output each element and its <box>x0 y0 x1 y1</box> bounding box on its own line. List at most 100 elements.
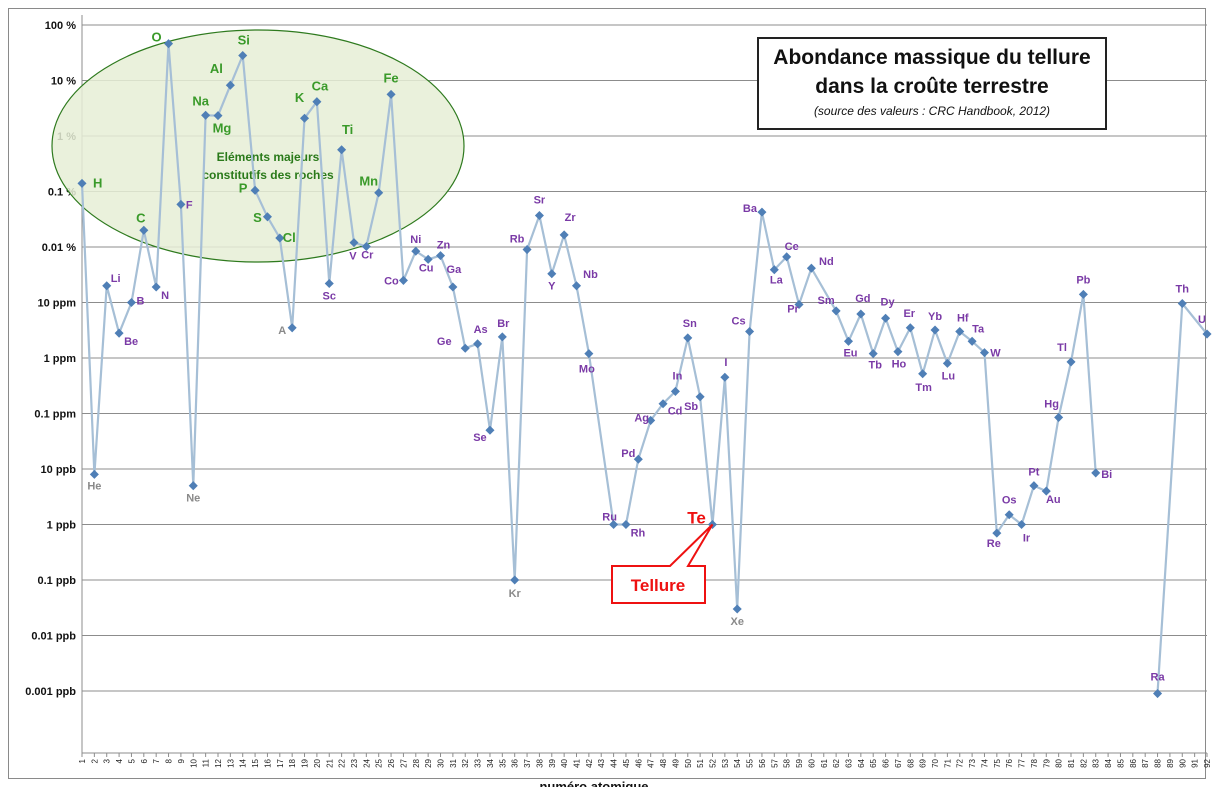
point-He: He <box>87 469 101 492</box>
label-Tl: Tl <box>1057 342 1067 354</box>
x-tick-label-65: 65 <box>869 758 878 767</box>
label-Pr: Pr <box>787 304 799 316</box>
point-Cl: Cl <box>275 230 296 245</box>
label-Br: Br <box>497 318 510 330</box>
marker-Sm <box>831 306 841 316</box>
x-tick-label-22: 22 <box>338 758 347 767</box>
point-Mo: Mo <box>579 349 595 376</box>
marker-Na <box>201 110 211 120</box>
point-Tb: Tb <box>868 349 882 372</box>
label-As: As <box>474 324 488 336</box>
x-tick-label-66: 66 <box>882 758 891 767</box>
point-W: W <box>979 348 1001 360</box>
x-tick-label-64: 64 <box>857 758 866 767</box>
point-Rh: Rh <box>621 519 646 540</box>
label-Xe: Xe <box>730 616 743 628</box>
x-tick-label-8: 8 <box>165 758 174 763</box>
y-tick-label-4: 0.01 % <box>42 242 76 254</box>
x-tick-label-54: 54 <box>733 758 742 767</box>
marker-Co <box>398 275 408 285</box>
marker-Cs <box>745 326 755 337</box>
chart-title-line-1: Abondance massique du tellure <box>773 46 1091 69</box>
label-F: F <box>186 199 193 211</box>
x-tick-label-61: 61 <box>820 758 829 767</box>
marker-Ne <box>188 481 198 491</box>
marker-Rb <box>522 245 532 255</box>
marker-Pd <box>633 454 643 464</box>
label-Ni: Ni <box>410 234 421 246</box>
point-B: B <box>126 296 144 308</box>
marker-I <box>720 372 730 382</box>
label-He: He <box>87 480 101 492</box>
point-Ba: Ba <box>743 203 767 217</box>
marker-A <box>287 323 297 333</box>
marker-Sc <box>324 278 334 289</box>
x-tick-label-84: 84 <box>1104 758 1113 767</box>
x-tick-label-51: 51 <box>696 758 705 767</box>
point-Re: Re <box>987 528 1002 550</box>
marker-Cd <box>658 399 668 409</box>
label-Sn: Sn <box>683 318 697 330</box>
marker-Rh <box>621 519 631 530</box>
point-Na: Na <box>192 93 211 120</box>
x-tick-label-74: 74 <box>980 758 989 767</box>
marker-Pr <box>794 299 804 310</box>
label-Cu: Cu <box>419 262 434 274</box>
point-Pd: Pd <box>621 448 643 464</box>
tellure-callout: Tellure <box>611 523 714 604</box>
x-tick-label-57: 57 <box>770 758 779 767</box>
point-Hf: Hf <box>955 313 969 337</box>
label-P: P <box>239 180 248 195</box>
label-A: A <box>278 325 286 337</box>
label-Dy: Dy <box>881 296 896 308</box>
label-Tb: Tb <box>868 360 882 372</box>
x-tick-label-83: 83 <box>1092 758 1101 767</box>
x-tick-label-27: 27 <box>399 758 408 767</box>
point-Br: Br <box>497 318 510 342</box>
x-tick-label-31: 31 <box>449 758 458 767</box>
point-N: N <box>151 282 169 302</box>
x-tick-label-70: 70 <box>931 758 940 767</box>
x-tick-label-44: 44 <box>610 758 619 767</box>
point-Gd: Gd <box>855 293 870 319</box>
marker-Ni <box>411 246 421 256</box>
x-tick-label-58: 58 <box>783 758 792 767</box>
label-Re: Re <box>987 538 1001 550</box>
x-tick-label-88: 88 <box>1154 758 1163 767</box>
x-tick-label-15: 15 <box>251 758 260 767</box>
x-tick-label-20: 20 <box>313 758 322 767</box>
label-Ge: Ge <box>437 336 452 348</box>
marker-Dy <box>881 313 891 323</box>
point-F: F <box>176 199 193 211</box>
label-Pd: Pd <box>621 448 635 460</box>
x-tick-label-75: 75 <box>993 758 1002 767</box>
marker-Nb <box>571 281 582 291</box>
point-Nd: Nd <box>806 256 834 273</box>
x-tick-label-91: 91 <box>1191 758 1200 767</box>
marker-Ge <box>460 343 470 353</box>
label-Pt: Pt <box>1028 467 1039 479</box>
x-tick-label-13: 13 <box>226 758 235 767</box>
x-tick-label-32: 32 <box>461 758 470 767</box>
label-Bi: Bi <box>1101 469 1112 481</box>
marker-Er <box>905 323 915 333</box>
label-K: K <box>295 90 305 105</box>
x-tick-label-69: 69 <box>919 758 928 767</box>
point-Dy: Dy <box>881 296 896 323</box>
x-tick-label-47: 47 <box>647 758 656 767</box>
marker-Lu <box>942 358 952 368</box>
point-Cr: Cr <box>361 241 374 262</box>
point-Ne: Ne <box>186 481 200 505</box>
label-Ca: Ca <box>312 79 329 94</box>
x-tick-label-81: 81 <box>1067 758 1076 767</box>
x-tick-label-23: 23 <box>350 758 359 767</box>
point-Kr: Kr <box>509 575 522 600</box>
label-Ag: Ag <box>634 412 649 424</box>
marker-F <box>176 199 186 209</box>
x-tick-label-78: 78 <box>1030 758 1039 767</box>
major-elements-ellipse <box>51 29 465 263</box>
label-N: N <box>161 290 169 302</box>
x-tick-label-18: 18 <box>288 758 297 767</box>
label-Mo: Mo <box>579 364 595 376</box>
x-tick-label-67: 67 <box>894 758 903 767</box>
